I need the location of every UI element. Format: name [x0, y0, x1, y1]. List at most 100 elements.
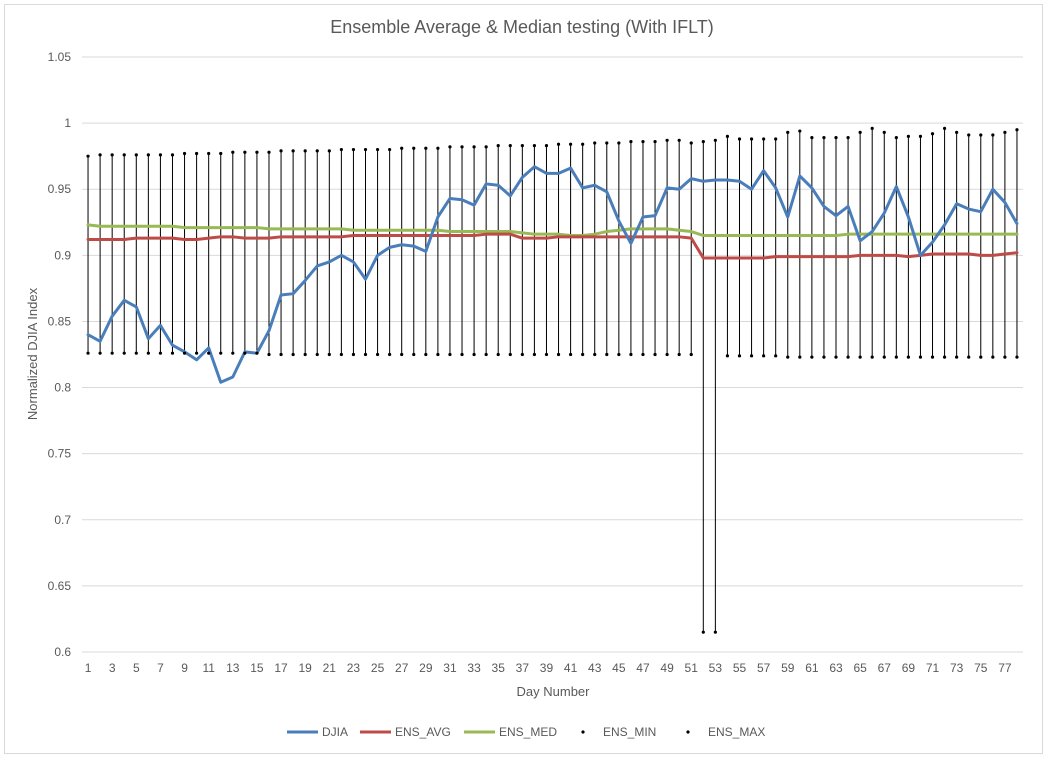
- x-tick-label: 53: [709, 661, 723, 675]
- point-ens-min: [303, 352, 307, 357]
- point-ens-min: [412, 352, 416, 357]
- x-tick-label: 73: [950, 661, 964, 675]
- point-ens-min: [955, 355, 959, 359]
- x-tick-label: 71: [926, 661, 940, 675]
- x-tick-label: 65: [853, 661, 867, 675]
- chart-frame: [4, 4, 1043, 754]
- point-ens-min: [979, 355, 983, 359]
- point-ens-max: [1003, 130, 1007, 134]
- x-tick-label: 9: [181, 661, 188, 675]
- point-ens-max: [593, 141, 597, 145]
- point-ens-max: [315, 149, 319, 153]
- point-ens-min: [665, 352, 669, 357]
- x-tick-label: 47: [636, 661, 650, 675]
- x-tick-label: 33: [467, 661, 481, 675]
- point-ens-min: [436, 352, 440, 357]
- point-ens-min: [195, 351, 199, 355]
- point-ens-max: [749, 137, 754, 141]
- point-ens-max: [930, 132, 935, 136]
- point-ens-max: [231, 150, 235, 154]
- point-ens-max: [846, 136, 850, 140]
- point-ens-min: [327, 352, 331, 357]
- point-ens-max: [532, 143, 537, 148]
- point-ens-max: [412, 146, 416, 150]
- point-ens-min: [279, 352, 283, 357]
- point-ens-min: [641, 352, 645, 357]
- point-ens-min: [291, 352, 295, 357]
- point-ens-max: [122, 153, 126, 157]
- series-lines: [86, 165, 1019, 384]
- x-tick-label: 77: [998, 661, 1012, 675]
- series-line-djia: [86, 165, 1019, 384]
- point-ens-max: [351, 147, 356, 152]
- point-ens-max: [243, 150, 247, 154]
- x-tick-label: 75: [974, 661, 988, 675]
- point-ens-min: [496, 352, 500, 357]
- point-ens-min: [629, 352, 633, 357]
- point-ens-min: [689, 352, 693, 357]
- y-tick-label: 1: [64, 116, 71, 130]
- point-ens-max: [641, 140, 645, 144]
- point-ens-max: [424, 146, 428, 150]
- point-ens-max: [544, 143, 549, 148]
- point-ens-max: [219, 151, 223, 156]
- point-ens-min: [339, 352, 343, 357]
- point-ens-min: [617, 352, 621, 357]
- point-ens-max: [496, 143, 500, 148]
- point-ens-max: [979, 133, 983, 137]
- point-ens-min: [219, 351, 223, 355]
- x-tick-label: 1: [85, 661, 92, 675]
- point-ens-max: [472, 145, 476, 149]
- x-tick-label: 27: [395, 661, 409, 675]
- point-ens-max: [448, 145, 452, 149]
- x-tick-label: 69: [902, 661, 916, 675]
- point-ens-max: [677, 138, 681, 142]
- point-ens-max: [291, 149, 295, 153]
- point-ens-min: [1003, 355, 1007, 359]
- point-ens-max: [629, 140, 633, 144]
- x-tick-label: 57: [757, 661, 771, 675]
- point-ens-min: [110, 351, 114, 355]
- point-ens-min: [122, 351, 126, 355]
- point-ens-max: [520, 143, 524, 148]
- point-ens-max: [991, 133, 995, 137]
- point-ens-min: [713, 630, 717, 634]
- point-ens-max: [665, 138, 669, 142]
- legend: DJIA ENS_AVG ENS_MED ENS_MIN ENS_MAX: [287, 725, 765, 739]
- point-ens-max: [339, 147, 343, 152]
- point-ens-min: [918, 355, 923, 359]
- point-ens-max: [858, 130, 862, 134]
- point-ens-max: [484, 145, 488, 149]
- legend-label: DJIA: [322, 725, 348, 739]
- point-ens-min: [255, 351, 259, 355]
- x-tick-label: 63: [829, 661, 843, 675]
- point-ens-min: [701, 630, 705, 634]
- x-tick-label: 45: [612, 661, 626, 675]
- legend-label: ENS_MED: [499, 725, 557, 739]
- point-ens-max: [327, 149, 331, 153]
- y-tick-label: 0.8: [54, 381, 71, 395]
- point-ens-min: [170, 351, 175, 355]
- x-tick-label: 67: [878, 661, 892, 675]
- point-ens-min: [834, 355, 838, 359]
- point-ens-max: [822, 136, 826, 140]
- x-tick-label: 3: [109, 661, 116, 675]
- x-tick-labels: 1 3 5 7 9 11 13 15 17 19 21 23 25 27 29 31 33 35 37 39 41 43 4…: [85, 661, 1012, 675]
- point-ens-min: [460, 352, 464, 357]
- point-ens-max: [834, 136, 838, 140]
- point-ens-min: [243, 351, 247, 355]
- point-ens-min: [315, 352, 319, 357]
- point-ens-min: [749, 354, 754, 358]
- chart-title: Ensemble Average & Median testing (With …: [330, 17, 714, 37]
- point-ens-max: [182, 151, 187, 156]
- point-ens-min: [846, 355, 850, 359]
- gridlines: [82, 56, 1023, 653]
- y-axis-title: Normalized DJIA Index: [25, 287, 40, 420]
- point-ens-max: [279, 149, 283, 153]
- point-ens-min: [774, 354, 778, 358]
- point-ens-max: [653, 140, 657, 144]
- point-ens-max: [810, 136, 814, 140]
- point-ens-max: [255, 150, 259, 154]
- point-ens-min: [448, 352, 452, 357]
- point-ens-max: [158, 153, 163, 157]
